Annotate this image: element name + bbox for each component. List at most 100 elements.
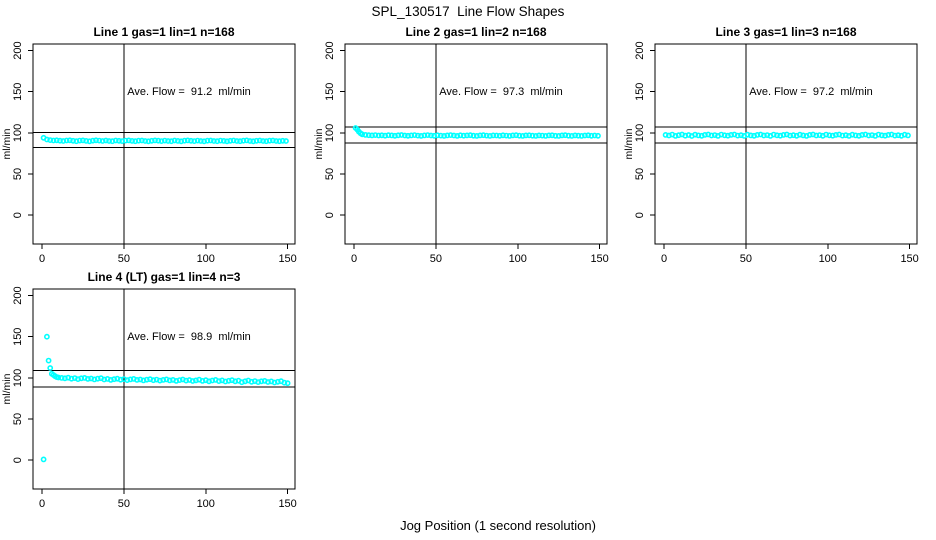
data-point (800, 132, 807, 139)
data-point (66, 137, 73, 144)
data-point (189, 378, 196, 384)
data-point (385, 132, 392, 139)
x-tick-label: 100 (197, 498, 215, 510)
data-point (47, 137, 54, 143)
x-tick-label: 50 (118, 498, 130, 510)
figure-title: SPL_130517 Line Flow Shapes (371, 4, 565, 19)
data-point (258, 378, 265, 385)
data-point (201, 138, 207, 145)
data-point (575, 132, 582, 139)
data-point (585, 132, 592, 139)
data-point (747, 132, 754, 139)
data-point (253, 137, 260, 144)
data-point (230, 137, 237, 144)
data-point (536, 132, 542, 139)
data-point (63, 137, 70, 144)
data-point (145, 138, 152, 145)
data-point (395, 132, 402, 139)
data-point (878, 132, 885, 139)
y-tick-label: 0 (12, 212, 24, 218)
data-point (905, 132, 911, 139)
data-point (454, 132, 461, 139)
data-point (892, 132, 898, 139)
data-point (582, 132, 588, 139)
x-tick-label: 0 (351, 253, 357, 265)
x-tick-label: 50 (430, 253, 442, 265)
y-tick-label: 0 (12, 457, 24, 463)
data-point (882, 132, 888, 139)
data-point (523, 132, 529, 139)
data-point (40, 456, 47, 463)
plot-box (654, 43, 918, 245)
data-point (260, 138, 266, 144)
y-tick-label: 100 (634, 124, 646, 142)
subplot-3-title: Line 3 gas=1 lin=3 n=168 (715, 25, 857, 39)
data-point (391, 132, 398, 139)
y-tick-label: 50 (634, 168, 646, 180)
data-point (143, 376, 150, 383)
data-point (787, 132, 793, 139)
data-point (89, 137, 96, 144)
data-point (184, 137, 191, 144)
y-tick-label: 150 (634, 83, 646, 101)
data-point (45, 357, 52, 364)
y-tick-label: 50 (324, 168, 336, 180)
data-point (728, 131, 734, 138)
y-tick-label: 200 (12, 41, 24, 59)
y-tick-label: 200 (634, 41, 646, 59)
data-point (242, 378, 248, 385)
data-point (80, 137, 86, 144)
data-point (662, 131, 669, 138)
data-point (215, 378, 222, 384)
data-point (895, 132, 902, 139)
plot-box (32, 288, 296, 490)
data-point (437, 132, 444, 139)
plot-box (32, 43, 296, 245)
data-point (516, 132, 523, 139)
data-point (405, 132, 411, 139)
data-point (549, 132, 555, 139)
data-point (829, 132, 836, 139)
data-point (44, 136, 50, 143)
y-tick-label: 200 (12, 286, 24, 304)
data-point (711, 132, 718, 138)
data-point (532, 132, 539, 139)
data-point (546, 132, 552, 139)
data-point (591, 132, 598, 139)
data-point (166, 377, 173, 384)
data-point (176, 377, 183, 383)
data-point (94, 375, 101, 382)
data-point (178, 138, 185, 145)
data-point (555, 132, 562, 139)
data-point (480, 132, 487, 139)
data-point (365, 132, 372, 139)
data-point (255, 379, 262, 385)
data-point (70, 137, 76, 144)
data-point (842, 132, 849, 139)
data-point (721, 132, 728, 139)
data-point (398, 132, 405, 138)
data-point (148, 137, 155, 144)
x-tick-label: 50 (740, 253, 752, 265)
data-point (152, 137, 158, 144)
data-point (509, 132, 516, 139)
data-point (477, 132, 483, 139)
data-point (388, 132, 395, 139)
y-tick-label: 0 (634, 212, 646, 218)
data-point (411, 132, 418, 138)
data-point (559, 132, 565, 139)
data-point (595, 132, 601, 139)
data-point (761, 132, 767, 139)
data-point (111, 376, 117, 383)
data-point (565, 132, 572, 139)
data-point (266, 137, 273, 144)
data-point (132, 138, 139, 145)
data-point (73, 138, 80, 145)
x-tick-label: 0 (661, 253, 667, 265)
data-point (50, 137, 57, 144)
data-point (738, 132, 744, 139)
y-tick-label: 50 (12, 413, 24, 425)
data-point (197, 138, 204, 144)
data-point (529, 132, 536, 139)
